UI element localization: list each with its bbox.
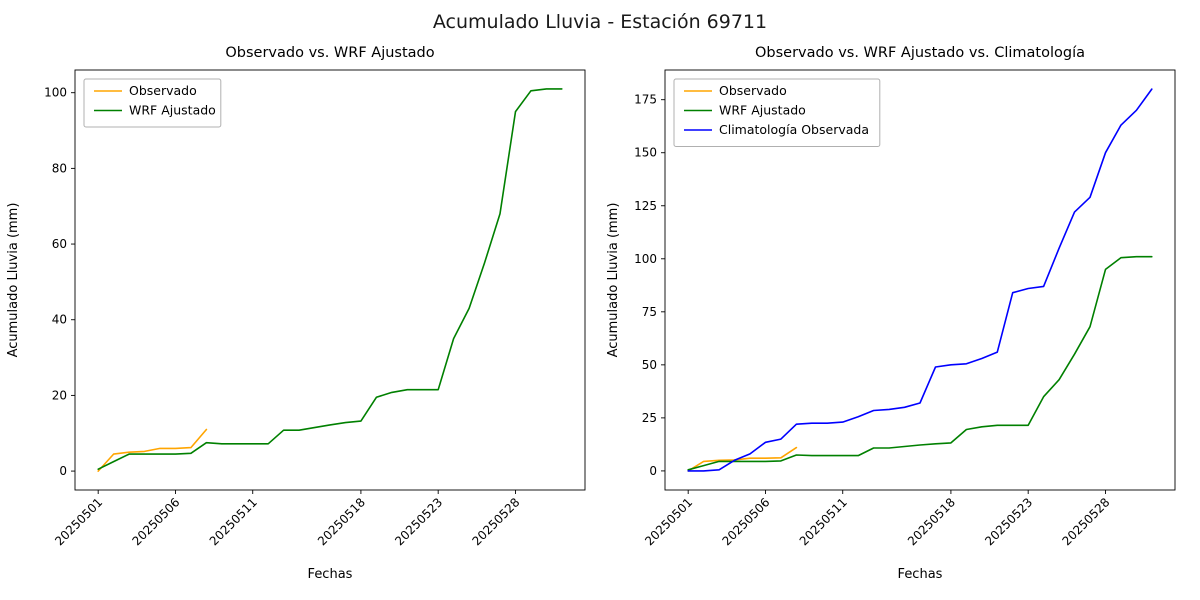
legend-label-wrf-ajustado: WRF Ajustado <box>129 103 216 118</box>
x-tick-label: 20250518 <box>905 495 958 548</box>
subplot-title: Observado vs. WRF Ajustado vs. Climatolo… <box>755 45 1085 61</box>
x-axis-label: Fechas <box>898 567 943 582</box>
x-tick-label: 20250501 <box>52 495 105 548</box>
legend-label-climatolog-a-observada: Climatología Observada <box>719 122 869 137</box>
legend-label-wrf-ajustado: WRF Ajustado <box>719 103 806 118</box>
y-tick-label: 0 <box>59 464 67 478</box>
x-tick-label: 20250501 <box>642 495 695 548</box>
y-axis-label: Acumulado Lluvia (mm) <box>606 203 621 358</box>
y-tick-label: 100 <box>634 252 657 266</box>
y-tick-label: 50 <box>642 358 657 372</box>
series-line-climatolog-a-observada <box>687 88 1153 472</box>
y-tick-label: 0 <box>649 464 657 478</box>
series-line-wrf-ajustado <box>687 255 1153 471</box>
y-tick-label: 125 <box>634 199 657 213</box>
x-tick-label: 20250511 <box>797 495 850 548</box>
right-chart: Observado vs. WRF Ajustado vs. Climatolo… <box>606 45 1176 582</box>
y-tick-label: 175 <box>634 93 657 107</box>
x-axis-label: Fechas <box>308 567 353 582</box>
y-tick-label: 80 <box>52 161 67 175</box>
y-tick-label: 60 <box>52 237 67 251</box>
x-tick-label: 20250511 <box>207 495 260 548</box>
legend-label-observado: Observado <box>129 83 197 98</box>
figure-title: Acumulado Lluvia - Estación 69711 <box>432 11 768 33</box>
y-axis-label: Acumulado Lluvia (mm) <box>6 203 21 358</box>
legend-box <box>673 78 881 147</box>
x-tick-label: 20250506 <box>719 495 772 548</box>
y-tick-label: 20 <box>52 388 67 402</box>
x-tick-label: 20250528 <box>469 495 522 548</box>
series-line-observado <box>687 446 798 472</box>
x-tick-label: 20250523 <box>392 495 445 548</box>
legend-label-observado: Observado <box>719 83 787 98</box>
axes-frame <box>74 69 586 491</box>
left-chart: Observado vs. WRF Ajustado 0 20 40 60 80 100 20… <box>6 45 586 582</box>
y-tick-label: 75 <box>642 305 657 319</box>
x-tick-label: 20250523 <box>982 495 1035 548</box>
y-tick-label: 150 <box>634 146 657 160</box>
x-tick-label: 20250506 <box>129 495 182 548</box>
x-tick-label: 20250518 <box>315 495 368 548</box>
series-line-observado <box>97 428 208 472</box>
y-tick-label: 40 <box>52 313 67 327</box>
y-tick-label: 25 <box>642 411 657 425</box>
subplot-title: Observado vs. WRF Ajustado <box>225 45 434 61</box>
series-line-wrf-ajustado <box>97 88 563 471</box>
y-tick-label: 100 <box>44 86 67 100</box>
x-tick-label: 20250528 <box>1059 495 1112 548</box>
